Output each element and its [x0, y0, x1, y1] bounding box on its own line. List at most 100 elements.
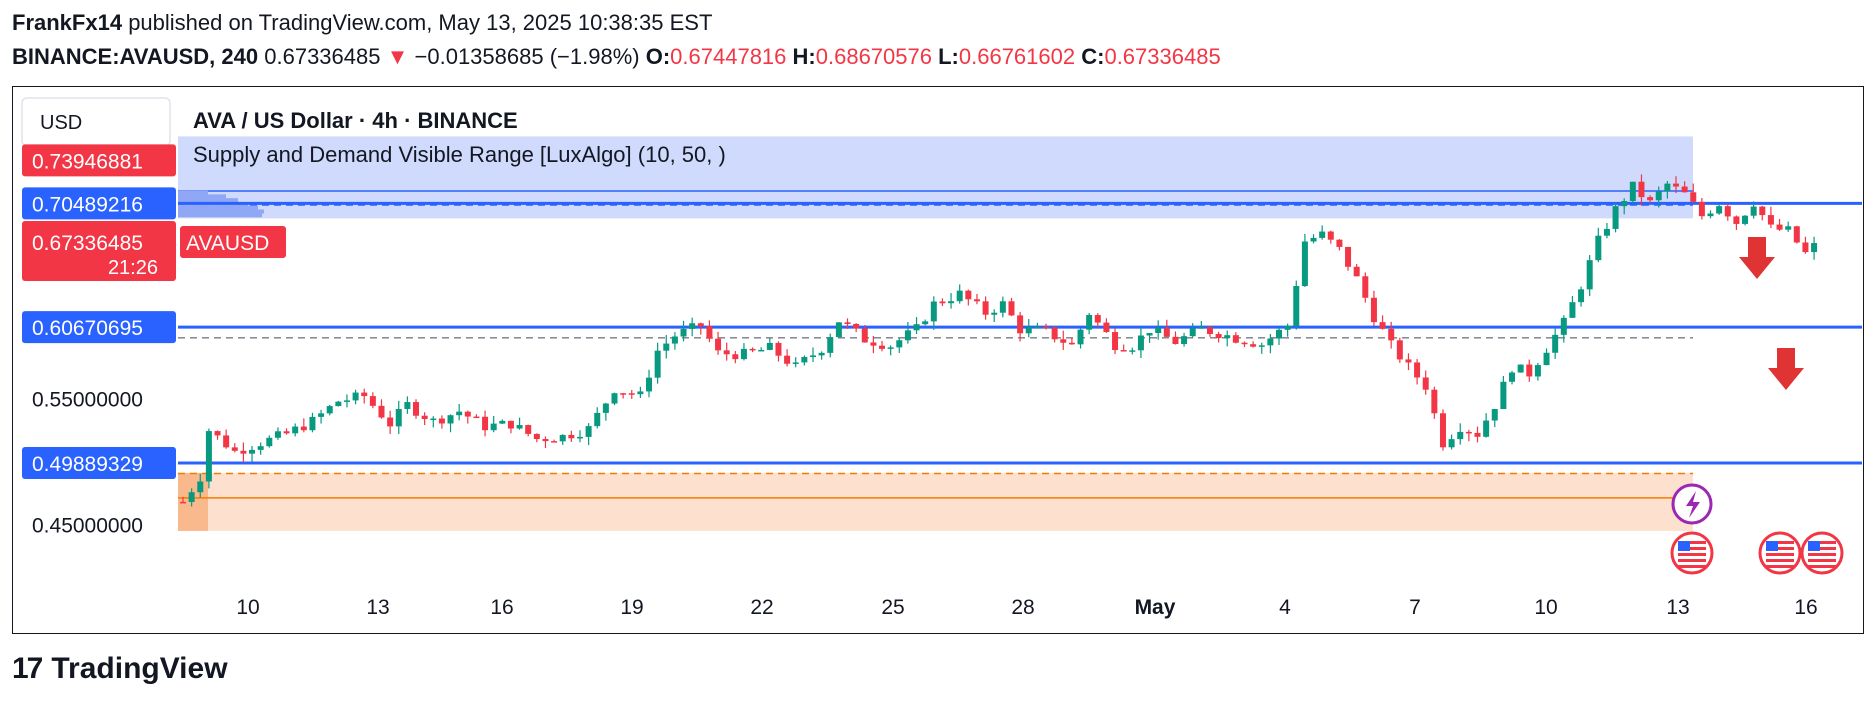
candle-body [1250, 344, 1257, 347]
candle-body [542, 439, 549, 442]
candle-body [887, 347, 894, 349]
candle-body [361, 392, 368, 397]
x-tick-label: 4 [1279, 596, 1291, 619]
candle-body [1370, 297, 1377, 323]
candle-body [1068, 342, 1075, 345]
candle-body [240, 450, 247, 454]
candle-body [792, 362, 799, 364]
candle-body [335, 401, 342, 407]
candle-body [1465, 431, 1472, 434]
candle-body [1552, 334, 1559, 353]
supply-profile-bar [178, 205, 258, 210]
flag-stripe [1678, 553, 1706, 556]
candle-body [611, 393, 618, 404]
candle-body [1258, 345, 1265, 347]
x-tick-label: 13 [1666, 596, 1689, 619]
candle-body [300, 426, 307, 431]
candle-body [1785, 226, 1792, 230]
candle-body [663, 343, 670, 351]
candle-body [1051, 327, 1058, 340]
candle-body [1698, 201, 1705, 217]
candle-body [1690, 192, 1697, 202]
candle-body [343, 400, 350, 402]
candle-body [309, 416, 316, 431]
candle-body [1215, 334, 1222, 339]
candle-body [266, 437, 273, 447]
y-level-label-box [22, 144, 176, 177]
candle-body [1629, 181, 1636, 202]
candle-body [1534, 365, 1541, 377]
x-tick-label: 28 [1011, 596, 1034, 619]
candle-body [205, 431, 212, 482]
candle-body [1569, 302, 1576, 318]
candle-body [1319, 231, 1326, 238]
author-name[interactable]: FrankFx14 [12, 10, 123, 35]
candle-body [499, 420, 506, 424]
tradingview-logo[interactable]: 17 TradingView [12, 652, 228, 686]
candle-body [844, 322, 851, 324]
candle-body [1163, 327, 1170, 337]
candle-body [1638, 181, 1645, 198]
candle-body [1396, 340, 1403, 360]
flag-stripe [1678, 565, 1706, 568]
candle-body [1405, 359, 1412, 363]
candle-body [749, 348, 756, 351]
candle-body [490, 423, 497, 431]
indicator-label: Supply and Demand Visible Range [LuxAlgo… [193, 142, 726, 167]
candle-body [1448, 439, 1455, 448]
candle-body [697, 323, 704, 327]
candle-body [1388, 328, 1395, 341]
candle-body [551, 441, 558, 443]
candle-body [775, 342, 782, 356]
x-tick-label: 19 [620, 596, 643, 619]
candle-body [689, 323, 696, 329]
symbol-ohlc-line: BINANCE:AVAUSD, 240 0.67336485 ▼ −0.0135… [12, 42, 1862, 72]
candle-body [1060, 339, 1067, 343]
y-level-label-box [22, 187, 176, 220]
candle-body [1267, 338, 1274, 346]
flag-stripe [1808, 541, 1836, 544]
open-value: 0.67447816 [670, 44, 787, 69]
candle-body [620, 393, 627, 395]
candle-body [257, 446, 264, 450]
candle-body [853, 323, 860, 329]
candle-body [1293, 286, 1300, 326]
candle-body [1439, 413, 1446, 448]
candle-body [464, 411, 471, 417]
candle-body [1301, 241, 1308, 287]
candle-body [1750, 206, 1757, 216]
candle-body [1077, 329, 1084, 345]
candle-body [1276, 329, 1283, 339]
candle-body [249, 449, 256, 454]
candle-body [1086, 315, 1093, 330]
flag-stripe [1766, 559, 1794, 562]
candle-body [948, 301, 955, 304]
candle-body [1802, 242, 1809, 253]
candle-body [1103, 322, 1110, 333]
open-label: O: [645, 44, 671, 69]
candle-body [835, 322, 842, 338]
candle-body [1284, 325, 1291, 330]
candle-body [223, 435, 230, 448]
y-level-label: 0.49889329 [32, 453, 143, 476]
candle-body [1232, 335, 1239, 343]
flag-stripe [1808, 553, 1836, 556]
close-label: C: [1081, 44, 1105, 69]
candle-body [568, 434, 575, 439]
candle-body [818, 352, 825, 356]
supply-profile-bar [178, 190, 208, 195]
publication-line: FrankFx14 published on TradingView.com, … [12, 8, 1862, 38]
x-tick-label: May [1135, 596, 1176, 619]
x-tick-label: 22 [750, 596, 773, 619]
flag-stripe [1678, 547, 1706, 550]
candle-body [1672, 183, 1679, 187]
y-level-label: 0.70489216 [32, 193, 143, 216]
candle-body [1759, 206, 1766, 216]
candle-body [1647, 197, 1654, 201]
candle-body [879, 345, 886, 349]
candle-body [1241, 342, 1248, 345]
candle-body [732, 354, 739, 360]
candle-body [231, 447, 238, 451]
low-label: L: [938, 44, 959, 69]
